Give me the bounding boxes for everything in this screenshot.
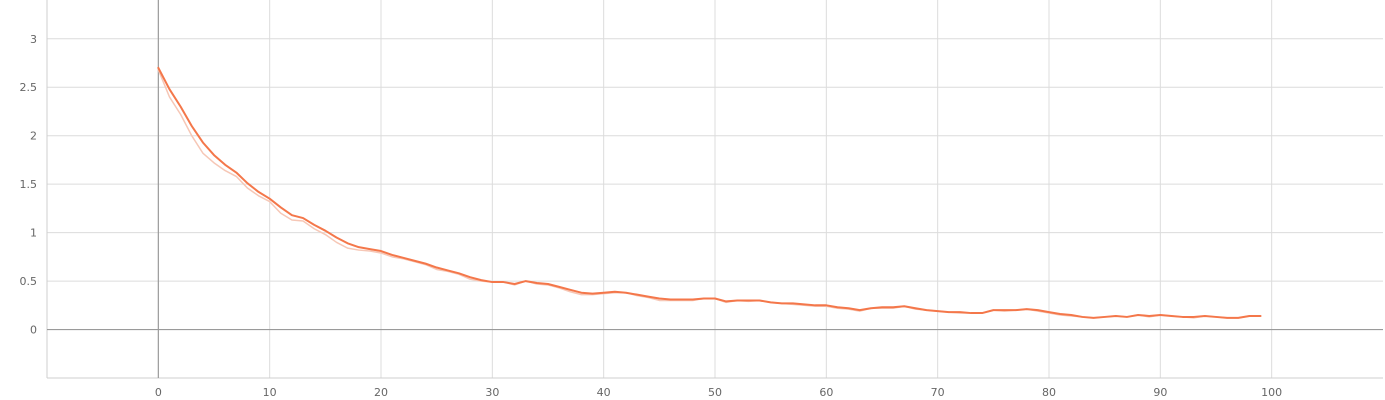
x-tick-label: 80: [1042, 386, 1056, 399]
y-tick-label: 0: [30, 324, 37, 337]
x-tick-label: 20: [374, 386, 388, 399]
x-tick-label: 90: [1153, 386, 1167, 399]
x-tick-labels: 0 10 20 30 40 50 60 70 80 90 100: [155, 386, 1282, 399]
y-tick-label: 3: [30, 33, 37, 46]
x-tick-label: 60: [819, 386, 833, 399]
x-gridlines: [269, 0, 1273, 378]
x-tick-label: 40: [597, 386, 611, 399]
x-tick-label: 100: [1261, 386, 1282, 399]
smoothed-series-line: [157, 66, 1262, 319]
x-tick-label: 0: [155, 386, 162, 399]
x-tick-label: 70: [931, 386, 945, 399]
y-tick-label: 2: [30, 130, 37, 143]
x-tick-label: 50: [708, 386, 722, 399]
x-tick-label: 10: [263, 386, 277, 399]
axes: [46, 0, 1383, 379]
y-tick-label: 1.5: [20, 178, 38, 191]
y-tick-label: 1: [30, 227, 37, 240]
x-tick-label: 30: [485, 386, 499, 399]
y-tick-label: 0.5: [20, 275, 38, 288]
y-tick-labels: 0 0.5 1 1.5 2 2.5 3: [20, 33, 38, 337]
series-layer: [157, 66, 1262, 319]
y-gridlines: [47, 38, 1383, 282]
y-tick-label: 2.5: [20, 81, 38, 94]
